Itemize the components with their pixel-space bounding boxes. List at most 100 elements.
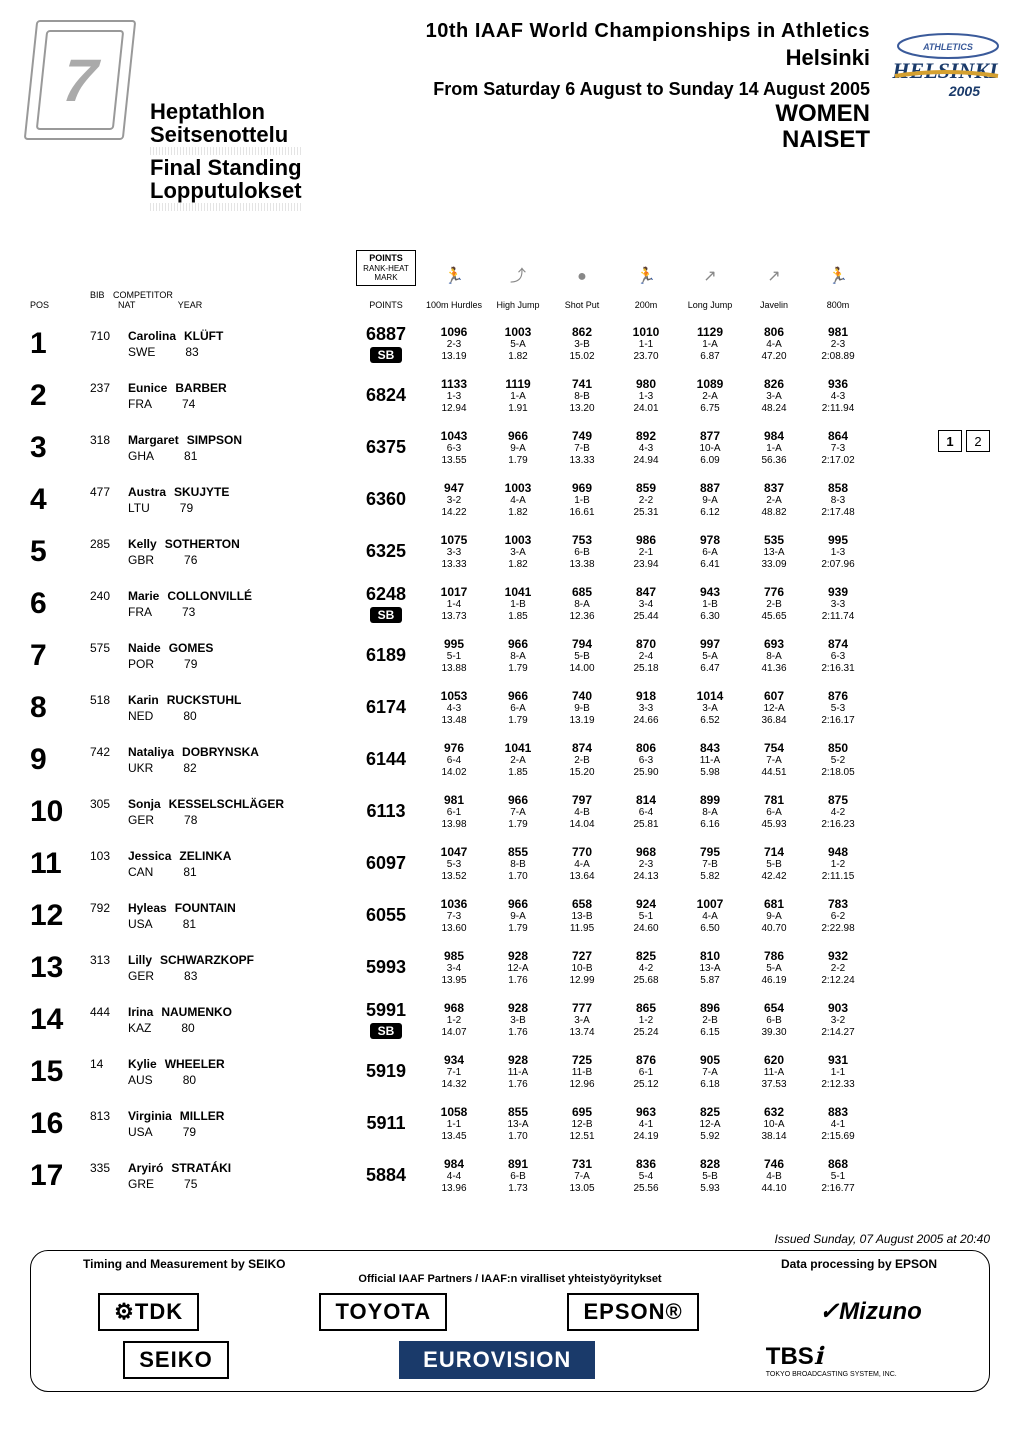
- event-mark: 24.66: [614, 715, 678, 727]
- total-points-cell: 6824: [350, 373, 422, 419]
- event-points: 1047: [422, 846, 486, 860]
- event-mark: 13.55: [422, 455, 486, 467]
- event-points: 859: [614, 482, 678, 496]
- first-name: Nataliya: [128, 745, 174, 759]
- event-mark: 1.79: [486, 819, 550, 831]
- athlete-name-cell: 477 Austra SKUJYTE LTU 79: [90, 477, 350, 523]
- event-points: 1041: [486, 742, 550, 756]
- event-points: 607: [742, 690, 806, 704]
- event-rank: 6-4: [422, 755, 486, 767]
- event-cell: 1041 1-B 1.85: [486, 581, 550, 627]
- event-mark: 13.45: [422, 1131, 486, 1143]
- event-rank: 7-3: [422, 911, 486, 923]
- event-points: 794: [550, 638, 614, 652]
- last-name: SCHWARZKOPF: [160, 953, 254, 967]
- event-cell: 847 3-4 25.44: [614, 581, 678, 627]
- event-rank: 4-1: [806, 1119, 870, 1131]
- event-mark: 2:16.77: [806, 1183, 870, 1195]
- event-cell: 794 5-B 14.00: [550, 633, 614, 679]
- event-mark: 12.94: [422, 403, 486, 415]
- event-mark: 48.24: [742, 403, 806, 415]
- event-mark: 13.19: [550, 715, 614, 727]
- event-cell: 685 8-A 12.36: [550, 581, 614, 627]
- event-cell: 1003 3-A 1.82: [486, 529, 550, 575]
- event-mark: 6.12: [678, 507, 742, 519]
- event-mark: 5.92: [678, 1131, 742, 1143]
- event-cell: 681 9-A 40.70: [742, 893, 806, 939]
- athlete-name-cell: 285 Kelly SOTHERTON GBR 76: [90, 529, 350, 575]
- event-cell: 966 6-A 1.79: [486, 685, 550, 731]
- bib: 305: [90, 797, 120, 811]
- event-rank: 1-3: [806, 547, 870, 559]
- event-label: Javelin: [742, 298, 806, 310]
- year: 82: [183, 761, 196, 775]
- event-mark: 1.79: [486, 923, 550, 935]
- total-points: 5911: [366, 1113, 405, 1134]
- event-mark: 6.75: [678, 403, 742, 415]
- event-mark: 25.56: [614, 1183, 678, 1195]
- event-rank: 5-2: [806, 755, 870, 767]
- event-rank: 3-A: [742, 391, 806, 403]
- column-labels: POS BIB COMPETITOR NAT YEAR POINTS 100m …: [30, 290, 990, 310]
- event-cell: 632 10-A 38.14: [742, 1101, 806, 1147]
- event-points: 875: [806, 794, 870, 808]
- event-points: 891: [486, 1158, 550, 1172]
- event-rank: 6-4: [614, 807, 678, 819]
- total-points-cell: 6174: [350, 685, 422, 731]
- event-rank: 6-3: [614, 755, 678, 767]
- nat: GER: [128, 813, 154, 827]
- athlete-name-cell: 710 Carolina KLÜFT SWE 83: [90, 321, 350, 367]
- event-mark: 13.33: [422, 559, 486, 571]
- event-mark: 23.70: [614, 351, 678, 363]
- event-rank: 5-1: [422, 651, 486, 663]
- event-rank: 4-2: [614, 963, 678, 975]
- year: 74: [182, 397, 195, 411]
- year: 78: [184, 813, 197, 827]
- pos-label: POS: [30, 300, 90, 310]
- event-icon: 🏃: [422, 260, 486, 286]
- event-mark: 13.96: [422, 1183, 486, 1195]
- event-label: 200m: [614, 298, 678, 310]
- total-points-cell: 6113: [350, 789, 422, 835]
- event-rank: 5-A: [678, 651, 742, 663]
- event-mark: 15.02: [550, 351, 614, 363]
- event-rank: 2-3: [614, 859, 678, 871]
- event-cell: 740 9-B 13.19: [550, 685, 614, 731]
- event-rank: 3-3: [806, 599, 870, 611]
- event-points: 966: [486, 638, 550, 652]
- event-rank: 3-A: [678, 703, 742, 715]
- event-rank: 2-A: [486, 755, 550, 767]
- event-cell: 1047 5-3 13.52: [422, 841, 486, 887]
- nat: GRE: [128, 1177, 154, 1191]
- year: 81: [183, 865, 196, 879]
- event-rank: 13-B: [550, 911, 614, 923]
- event-mark: 6.30: [678, 611, 742, 623]
- event-mark: 13.38: [550, 559, 614, 571]
- event-cell: 887 9-A 6.12: [678, 477, 742, 523]
- event-points: 1058: [422, 1106, 486, 1120]
- event-cell: 535 13-A 33.09: [742, 529, 806, 575]
- event-cell: 963 4-1 24.19: [614, 1101, 678, 1147]
- event-points: 754: [742, 742, 806, 756]
- last-name: MILLER: [180, 1109, 225, 1123]
- event-rank: 3-2: [806, 1015, 870, 1027]
- event-cell: 981 2-3 2:08.89: [806, 321, 870, 367]
- rank: 14: [30, 997, 90, 1043]
- event-points: 876: [806, 690, 870, 704]
- event-rank: 12-A: [678, 1119, 742, 1131]
- total-points: 5991: [366, 1000, 406, 1021]
- event-cell: 749 7-B 13.33: [550, 425, 614, 471]
- event-rank: 2-3: [422, 339, 486, 351]
- event-cell: 828 5-B 5.93: [678, 1153, 742, 1199]
- timing-by: Timing and Measurement by SEIKO: [83, 1257, 286, 1271]
- event-rank: 1-1: [614, 339, 678, 351]
- event-points: 918: [614, 690, 678, 704]
- event-cell: 891 6-B 1.73: [486, 1153, 550, 1199]
- event-cell: 810 13-A 5.87: [678, 945, 742, 991]
- event-cell: 746 4-B 44.10: [742, 1153, 806, 1199]
- total-points: 6375: [366, 437, 406, 458]
- last-name: NAUMENKO: [161, 1005, 232, 1019]
- last-name: SIMPSON: [187, 433, 242, 447]
- athlete-row: 2 237 Eunice BARBER FRA 74 6824 1133 1-3…: [30, 370, 990, 422]
- event-mark: 2:07.96: [806, 559, 870, 571]
